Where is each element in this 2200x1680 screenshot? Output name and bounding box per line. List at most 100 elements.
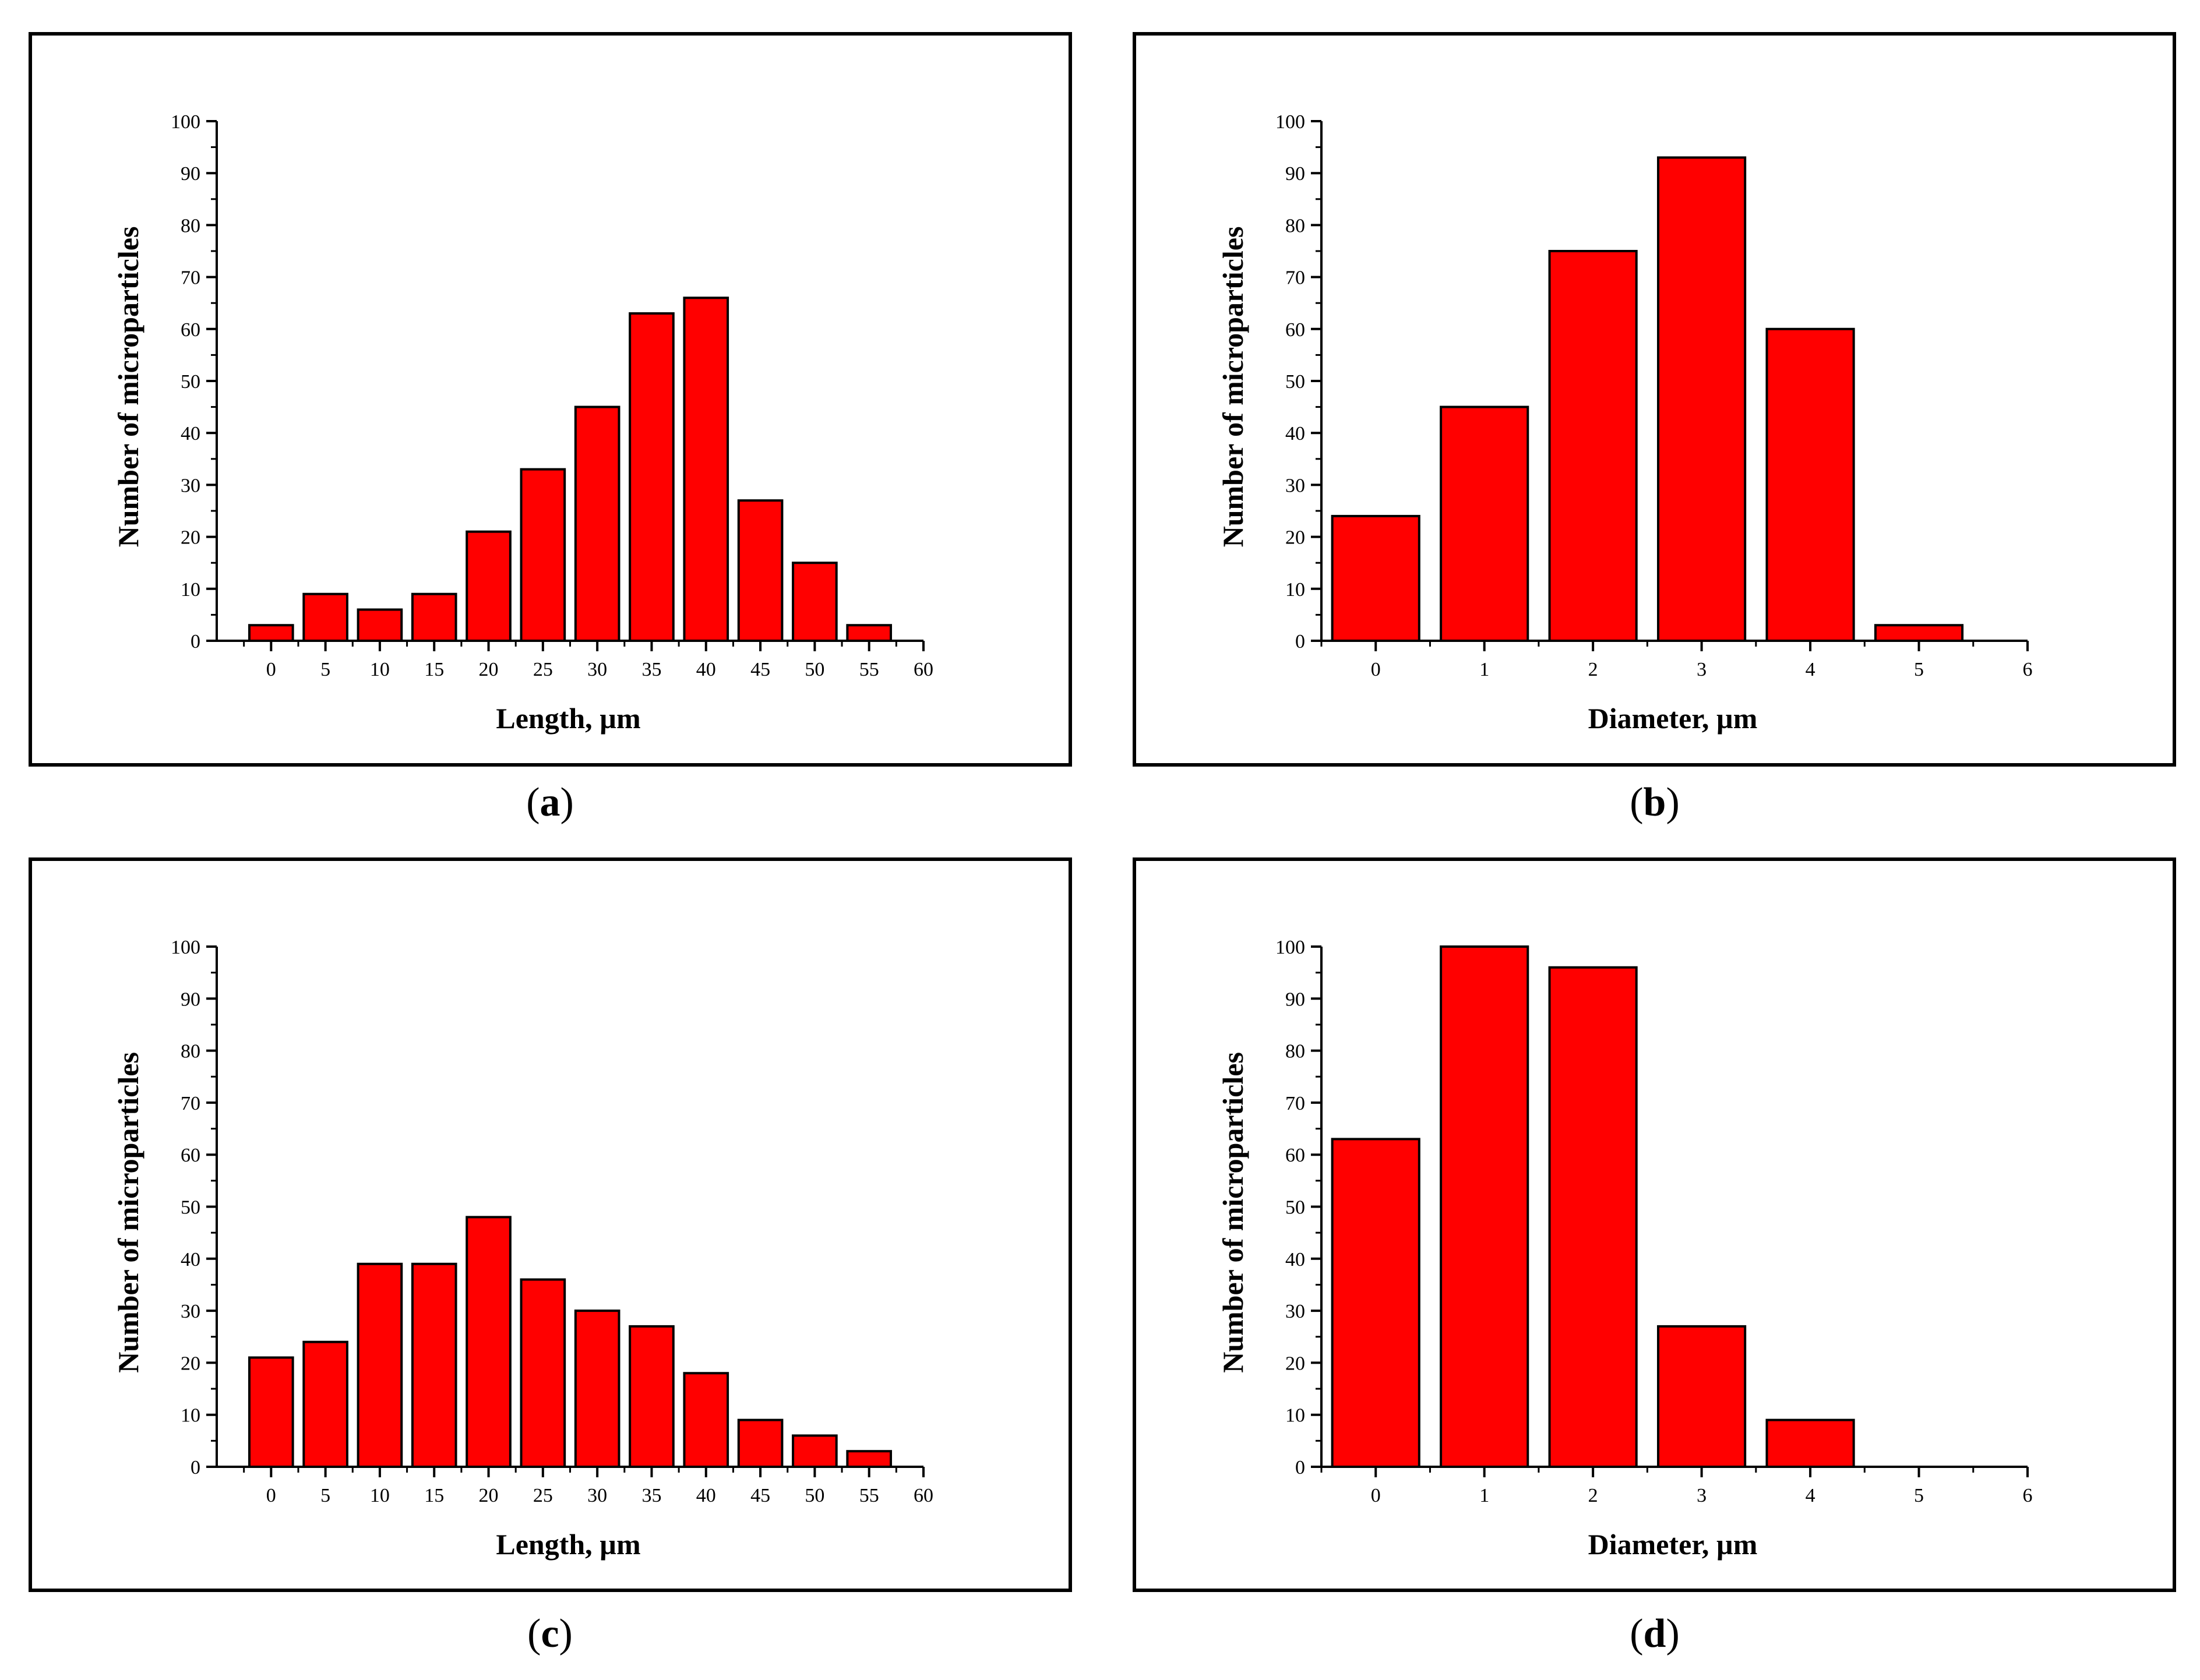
bar — [683, 1372, 729, 1469]
x-tick-label: 30 — [587, 659, 607, 680]
caption-letter: d — [1644, 1611, 1666, 1656]
x-tick-label: 55 — [859, 1485, 879, 1506]
y-tick-label: 70 — [181, 1093, 200, 1114]
y-tick-label: 20 — [1285, 1353, 1305, 1374]
caption-close-paren: ) — [1666, 1611, 1679, 1656]
x-tick-label: 40 — [696, 659, 716, 680]
bar — [466, 530, 512, 642]
x-tick-label: 5 — [320, 659, 330, 680]
bar — [737, 499, 784, 642]
bar — [302, 1340, 348, 1468]
x-axis-title: Length, µm — [496, 1528, 640, 1561]
y-axis-title: Number of microparticles — [112, 227, 144, 548]
x-tick-label: 20 — [479, 1485, 499, 1506]
bar — [1657, 1325, 1747, 1468]
y-tick-label: 0 — [191, 1457, 200, 1478]
bar — [737, 1418, 784, 1468]
bar — [1331, 1138, 1420, 1469]
x-axis-title: Diameter, µm — [1588, 702, 1758, 735]
bar — [357, 1262, 403, 1468]
y-tick-label: 100 — [171, 111, 200, 133]
caption-letter: c — [541, 1611, 559, 1656]
y-tick-label: 90 — [1285, 989, 1305, 1010]
bar — [574, 405, 620, 642]
x-tick-label: 35 — [641, 659, 661, 680]
x-tick-label: 0 — [266, 1485, 276, 1506]
caption-close-paren: ) — [560, 780, 574, 825]
bar — [1440, 405, 1529, 642]
bar — [248, 1356, 294, 1468]
x-tick-label: 10 — [370, 1485, 390, 1506]
y-tick-label: 40 — [181, 1249, 200, 1270]
x-tick-label: 2 — [1588, 1485, 1598, 1506]
bar — [1657, 156, 1747, 642]
caption-open-paren: ( — [527, 1611, 541, 1656]
x-tick-label: 15 — [424, 659, 444, 680]
x-tick-label: 5 — [1914, 1485, 1924, 1506]
caption-open-paren: ( — [526, 780, 540, 825]
bar — [1331, 514, 1420, 642]
y-tick-label: 100 — [1275, 111, 1305, 133]
y-tick-label: 80 — [1285, 215, 1305, 237]
y-tick-label: 10 — [1285, 1405, 1305, 1427]
x-tick-label: 60 — [914, 659, 933, 680]
x-tick-label: 0 — [1371, 659, 1381, 680]
bar — [520, 1278, 566, 1469]
panel-frame — [1133, 857, 2176, 1592]
y-axis-title: Number of microparticles — [112, 1052, 144, 1373]
bar — [1765, 1418, 1855, 1468]
x-tick-label: 35 — [641, 1485, 661, 1506]
y-tick-label: 60 — [1285, 319, 1305, 341]
panel-frame — [29, 32, 1072, 767]
bar — [357, 608, 403, 642]
y-tick-label: 0 — [191, 631, 200, 652]
y-tick-label: 30 — [181, 1301, 200, 1322]
chart-panel-b: 0 10 20 30 40 50 60 70 80 90 100 0 1 2 3 4 5 6 Diameter, µ… — [1133, 32, 2176, 825]
x-axis-title: Length, µm — [496, 702, 640, 735]
x-tick-label: 50 — [805, 1485, 824, 1506]
bar — [411, 1262, 457, 1468]
caption-letter: b — [1644, 780, 1666, 825]
y-tick-label: 20 — [181, 527, 200, 549]
x-tick-label: 1 — [1479, 1485, 1489, 1506]
bar — [1874, 624, 1964, 642]
y-tick-label: 80 — [181, 1041, 200, 1063]
caption-open-paren: ( — [1630, 1611, 1643, 1656]
y-tick-label: 40 — [181, 423, 200, 444]
bar — [792, 562, 838, 643]
chart-panel-a: 0 10 20 30 40 50 60 70 80 90 100 0 5 10 15 20 25 30 35 40 45… — [29, 32, 1072, 825]
x-tick-label: 45 — [750, 659, 770, 680]
x-tick-label: 50 — [805, 659, 824, 680]
panel-frame — [29, 857, 1072, 1592]
panel-caption: (b) — [1630, 780, 1680, 825]
bar — [792, 1434, 838, 1468]
y-tick-label: 0 — [1295, 631, 1305, 652]
x-tick-label: 45 — [750, 1485, 770, 1506]
x-tick-label: 25 — [533, 1485, 553, 1506]
y-tick-label: 30 — [1285, 1301, 1305, 1322]
bar — [1765, 327, 1855, 642]
y-tick-label: 70 — [1285, 1093, 1305, 1114]
x-tick-label: 6 — [2023, 1485, 2033, 1506]
panel-caption: (a) — [526, 780, 574, 825]
panel-caption: (d) — [1630, 1611, 1680, 1656]
y-axis-title: Number of microparticles — [1217, 1052, 1249, 1373]
y-tick-label: 100 — [171, 937, 200, 958]
y-tick-label: 40 — [1285, 423, 1305, 444]
bar — [846, 624, 893, 642]
caption-close-paren: ) — [1666, 780, 1679, 825]
y-tick-label: 90 — [1285, 163, 1305, 185]
x-tick-label: 4 — [1806, 1485, 1815, 1506]
chart-panel-d: 0 10 20 30 40 50 60 70 80 90 100 0 1 2 3 4 5 6 Diameter, µ… — [1133, 857, 2176, 1656]
bar — [520, 468, 566, 642]
y-tick-label: 80 — [1285, 1041, 1305, 1063]
y-tick-label: 70 — [1285, 267, 1305, 289]
panel-frame — [1133, 32, 2176, 767]
bar — [574, 1310, 620, 1469]
bar — [1440, 945, 1529, 1468]
x-tick-label: 55 — [859, 659, 879, 680]
x-tick-label: 2 — [1588, 659, 1598, 680]
y-tick-label: 50 — [1285, 371, 1305, 393]
y-tick-label: 10 — [181, 579, 200, 601]
y-tick-label: 20 — [1285, 527, 1305, 549]
